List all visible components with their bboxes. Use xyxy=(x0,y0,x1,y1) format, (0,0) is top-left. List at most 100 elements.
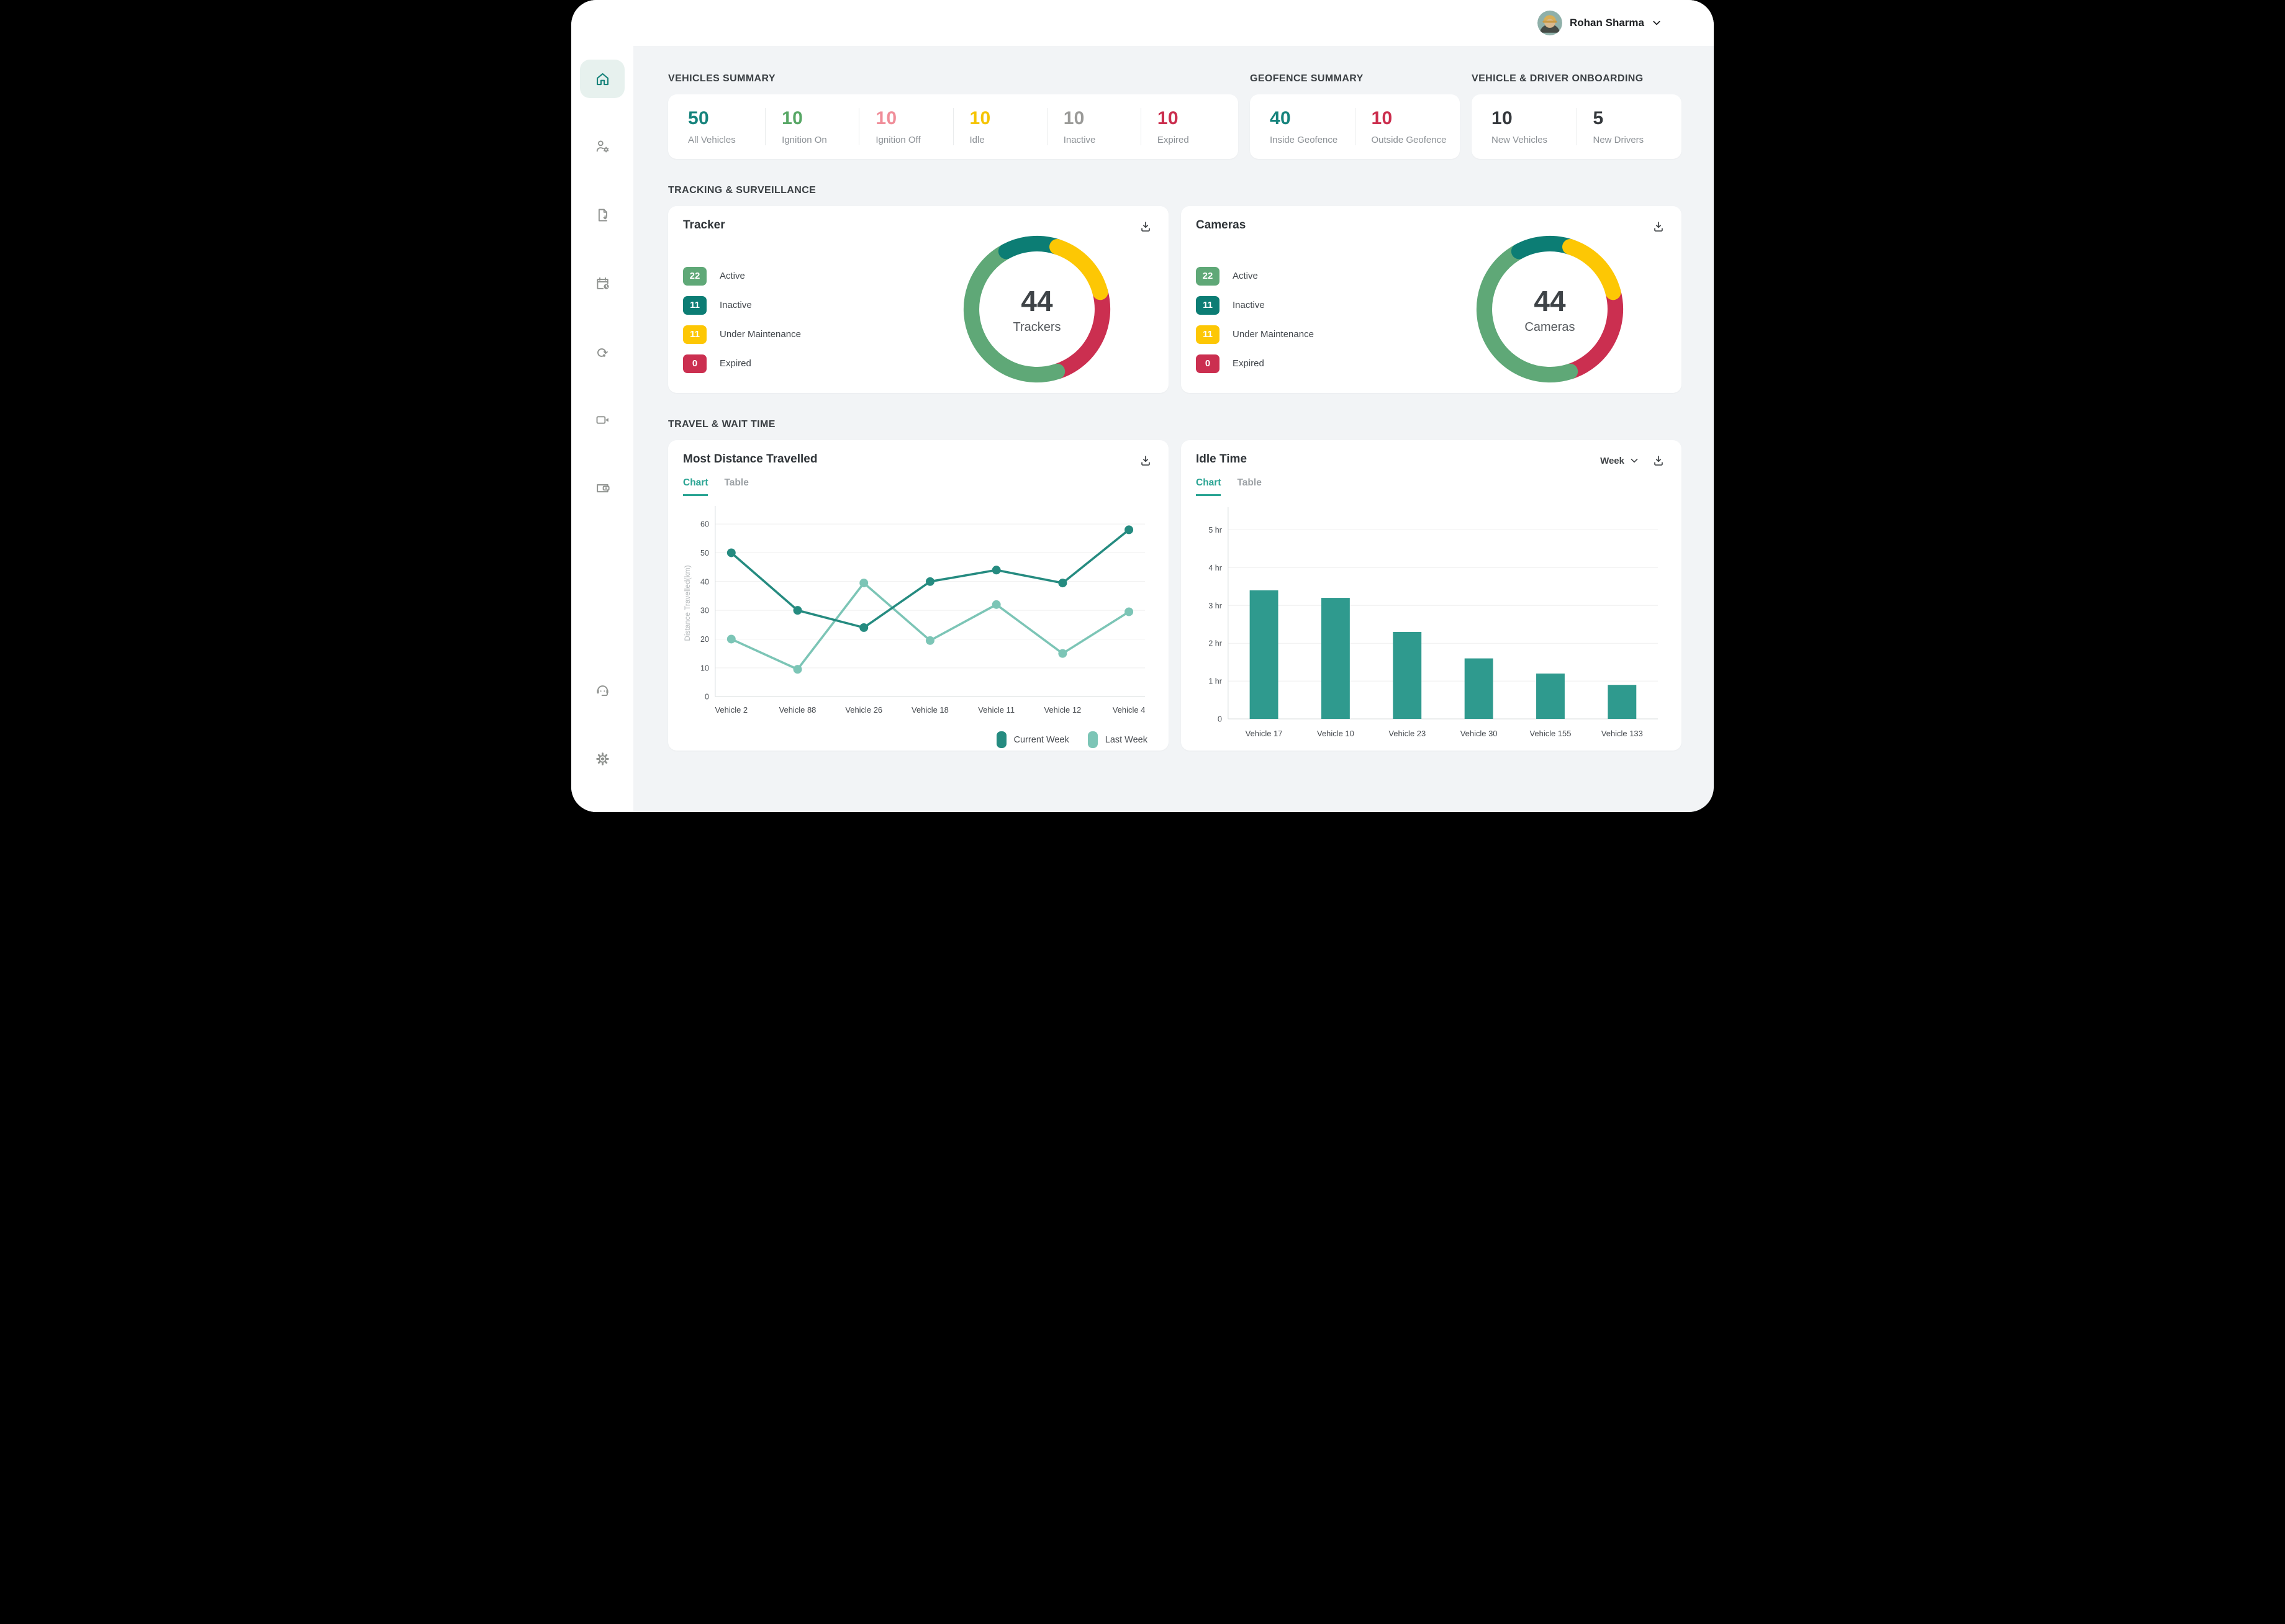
stat-value: 10 xyxy=(876,108,897,129)
geofence-summary-card: 40 Inside Geofence 10 Outside Geofence xyxy=(1250,94,1460,159)
legend-label: Current Week xyxy=(1013,734,1069,745)
vehicles-summary-section: VEHICLES SUMMARY 50 All Vehicles 10 Igni… xyxy=(668,73,1238,159)
legend-badge: 22 xyxy=(1196,266,1219,286)
legend-label: Inactive xyxy=(720,300,752,310)
stat-value: 10 xyxy=(782,108,803,129)
cameras-legend: 22 Active 11 Inactive 11 Under Maintenan… xyxy=(1196,266,1314,373)
avatar xyxy=(1537,11,1563,35)
svg-text:Vehicle 18: Vehicle 18 xyxy=(912,705,949,715)
week-dropdown[interactable]: Week xyxy=(1600,456,1639,466)
legend-badge: 22 xyxy=(683,266,707,286)
download-icon[interactable] xyxy=(1650,219,1667,235)
svg-text:Vehicle 155: Vehicle 155 xyxy=(1529,729,1571,738)
calendar-clock-icon xyxy=(596,277,609,289)
donut-total: 44 xyxy=(1534,284,1566,317)
legend-label: Last Week xyxy=(1105,734,1147,745)
svg-text:Vehicle 88: Vehicle 88 xyxy=(779,705,817,715)
legend-badge: 11 xyxy=(1196,295,1219,315)
chevron-down-icon xyxy=(1631,458,1638,463)
donut-total-label: Cameras xyxy=(1524,320,1575,334)
svg-text:40: 40 xyxy=(700,577,709,586)
top-bar: Rohan Sharma xyxy=(571,0,1714,46)
stat-label: All Vehicles xyxy=(688,135,736,145)
vehicles-summary-title: VEHICLES SUMMARY xyxy=(668,73,776,84)
stat-value: 10 xyxy=(1371,108,1393,129)
svg-text:30: 30 xyxy=(700,607,709,615)
stat-new-vehicles: 10 New Vehicles xyxy=(1475,108,1577,145)
tracker-legend: 22 Active 11 Inactive 11 Under Maintenan… xyxy=(683,266,801,373)
download-icon[interactable] xyxy=(1650,453,1667,469)
stat-label: Outside Geofence xyxy=(1371,135,1447,145)
svg-text:Vehicle 12: Vehicle 12 xyxy=(1044,705,1081,715)
svg-text:Vehicle 133: Vehicle 133 xyxy=(1601,729,1643,738)
stat-value: 10 xyxy=(1063,108,1085,129)
svg-text:20: 20 xyxy=(700,635,709,644)
donut-total-label: Trackers xyxy=(1013,320,1061,334)
sidebar-item-settings[interactable] xyxy=(589,745,616,772)
legend-label: Under Maintenance xyxy=(720,329,801,340)
video-camera-icon xyxy=(596,415,609,424)
legend-item-expired: 0 Expired xyxy=(1196,354,1314,373)
tab-chart[interactable]: Chart xyxy=(683,477,708,496)
dashboard-screen: Rohan Sharma xyxy=(571,0,1714,812)
sidebar-item-cameras[interactable] xyxy=(589,406,616,433)
idle-time-tabs: Chart Table xyxy=(1196,477,1667,496)
geofence-summary-section: GEOFENCE SUMMARY 40 Inside Geofence 10 O… xyxy=(1250,73,1460,159)
sidebar-item-route-replay[interactable] xyxy=(589,338,616,365)
svg-text:Vehicle 26: Vehicle 26 xyxy=(845,705,882,715)
week-dropdown-value: Week xyxy=(1600,455,1624,466)
svg-text:0: 0 xyxy=(705,693,709,701)
sidebar-item-support[interactable] xyxy=(589,677,616,704)
stat-value: 50 xyxy=(688,108,709,129)
legend-label: Expired xyxy=(1233,358,1264,369)
svg-text:Vehicle 10: Vehicle 10 xyxy=(1317,729,1354,738)
legend-item-under-maintenance: 11 Under Maintenance xyxy=(1196,325,1314,344)
tab-table[interactable]: Table xyxy=(1237,477,1262,488)
stat-all-vehicles: 50 All Vehicles xyxy=(672,108,765,145)
legend-label: Under Maintenance xyxy=(1233,329,1314,340)
stat-value: 40 xyxy=(1270,108,1291,129)
download-icon[interactable] xyxy=(1138,453,1154,469)
tab-chart[interactable]: Chart xyxy=(1196,477,1221,496)
legend-item-active: 22 Active xyxy=(683,266,801,286)
stat-label: Inactive xyxy=(1063,135,1096,145)
stat-label: Ignition On xyxy=(782,135,827,145)
stat-label: New Drivers xyxy=(1593,135,1644,145)
most-distance-title: Most Distance Travelled xyxy=(683,453,818,466)
stat-value: 10 xyxy=(969,108,991,129)
legend-item-active: 22 Active xyxy=(1196,266,1314,286)
most-distance-tabs: Chart Table xyxy=(683,477,1154,496)
svg-text:3 hr: 3 hr xyxy=(1208,602,1221,610)
sidebar-item-driver-settings[interactable] xyxy=(589,133,616,160)
stat-inside-geofence: 40 Inside Geofence xyxy=(1254,108,1355,145)
sidebar-item-home[interactable] xyxy=(580,60,625,98)
legend-badge: 0 xyxy=(1196,354,1219,373)
main-content: VEHICLES SUMMARY 50 All Vehicles 10 Igni… xyxy=(633,46,1714,812)
svg-text:Vehicle 30: Vehicle 30 xyxy=(1460,729,1498,738)
legend-label: Inactive xyxy=(1233,300,1265,310)
onboarding-card: 10 New Vehicles 5 New Drivers xyxy=(1472,94,1681,159)
svg-text:Vehicle 11: Vehicle 11 xyxy=(978,705,1015,715)
stat-ignition-off: 10 Ignition Off xyxy=(859,108,952,145)
donut-total: 44 xyxy=(1021,284,1053,317)
svg-text:0: 0 xyxy=(1218,715,1222,724)
user-menu[interactable]: Rohan Sharma xyxy=(1537,11,1662,35)
tab-table[interactable]: Table xyxy=(724,477,749,488)
onboarding-title: VEHICLE & DRIVER ONBOARDING xyxy=(1472,73,1644,84)
tracker-donut-chart: 44 Trackers xyxy=(961,233,1113,385)
travel-title: TRAVEL & WAIT TIME xyxy=(668,419,776,430)
line-chart-legend: Current Week Last Week xyxy=(683,730,1154,752)
legend-label: Expired xyxy=(720,358,751,369)
svg-text:60: 60 xyxy=(700,520,709,529)
sidebar-item-payments-wallet[interactable] xyxy=(589,474,616,502)
svg-text:Vehicle 2: Vehicle 2 xyxy=(715,705,748,715)
sidebar-item-reports-download[interactable] xyxy=(589,201,616,228)
legend-label: Active xyxy=(720,271,745,281)
legend-label: Active xyxy=(1233,271,1258,281)
download-icon[interactable] xyxy=(1138,219,1154,235)
stat-value: 10 xyxy=(1491,108,1513,129)
onboarding-section: VEHICLE & DRIVER ONBOARDING 10 New Vehic… xyxy=(1472,73,1681,159)
sidebar-item-schedule[interactable] xyxy=(589,269,616,297)
tracking-title: TRACKING & SURVEILLANCE xyxy=(668,185,817,196)
travel-section: TRAVEL & WAIT TIME Most Distance Travell… xyxy=(668,419,1681,751)
